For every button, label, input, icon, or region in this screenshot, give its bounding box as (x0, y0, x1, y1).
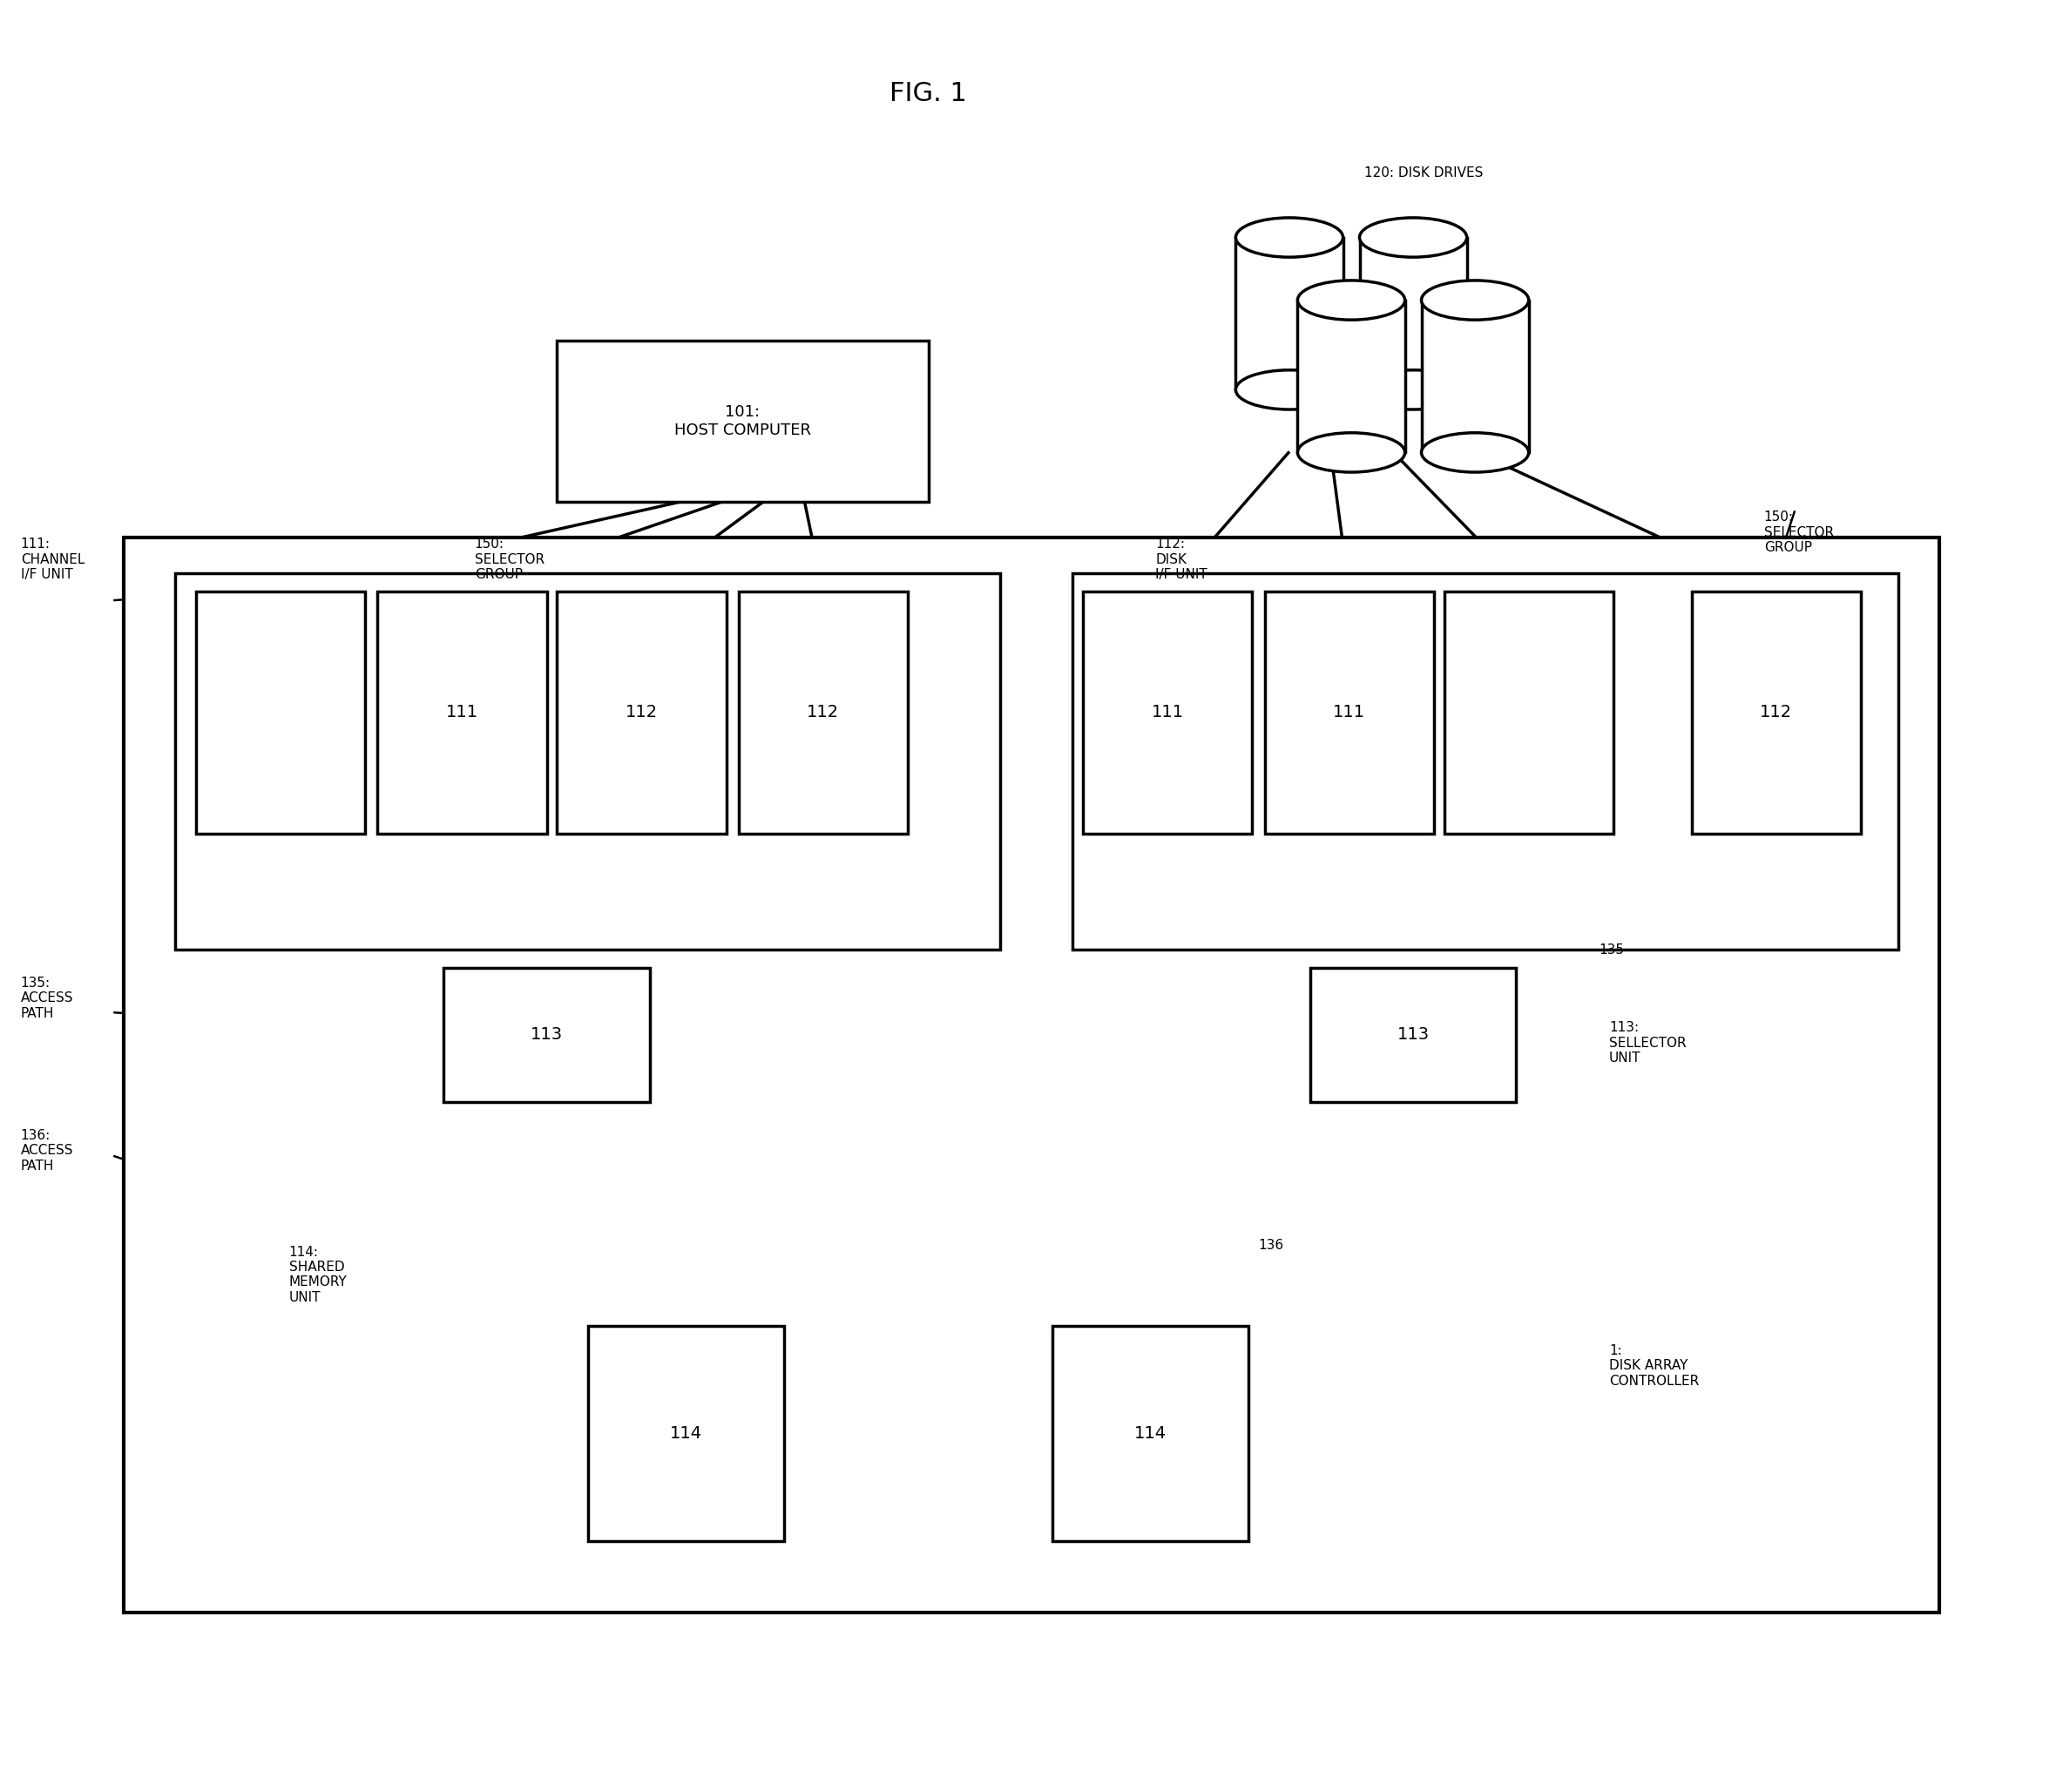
Bar (1298, 301, 1405, 452)
Text: 101:
HOST COMPUTER: 101: HOST COMPUTER (675, 405, 811, 437)
Bar (1421, 301, 1529, 452)
Bar (175, 573, 1001, 950)
Bar (378, 591, 547, 833)
Text: 135:
ACCESS
PATH: 135: ACCESS PATH (21, 977, 74, 1020)
Text: 150:
SELECTOR
GROUP: 150: SELECTOR GROUP (474, 538, 545, 581)
Bar (1265, 591, 1434, 833)
Text: 111: 111 (1151, 704, 1184, 720)
Bar (1310, 968, 1516, 1102)
Bar (1073, 573, 1898, 950)
Text: 112: 112 (807, 704, 840, 720)
Text: 111: 111 (446, 704, 479, 720)
Bar (124, 538, 1939, 1613)
Ellipse shape (1360, 219, 1467, 258)
Text: 111: 111 (1333, 704, 1366, 720)
Text: 112: 112 (1760, 704, 1793, 720)
Bar (444, 968, 650, 1102)
Text: 114: 114 (1135, 1425, 1166, 1443)
Text: 114:
SHARED
MEMORY
UNIT: 114: SHARED MEMORY UNIT (289, 1245, 347, 1305)
Text: 113: 113 (530, 1027, 563, 1043)
Bar (739, 591, 908, 833)
Ellipse shape (1421, 434, 1529, 471)
Text: 120: DISK DRIVES: 120: DISK DRIVES (1364, 167, 1483, 179)
Bar (1083, 591, 1252, 833)
Text: 112:
DISK
I/F UNIT: 112: DISK I/F UNIT (1155, 538, 1207, 581)
Text: 112: 112 (625, 704, 658, 720)
Bar (557, 340, 928, 502)
Ellipse shape (1236, 371, 1343, 410)
Ellipse shape (1236, 219, 1343, 258)
Text: 113: 113 (1397, 1027, 1430, 1043)
Bar (557, 591, 726, 833)
Text: 113:
SELLECTOR
UNIT: 113: SELLECTOR UNIT (1609, 1021, 1685, 1064)
Ellipse shape (1298, 434, 1405, 471)
Text: 135: 135 (1599, 943, 1624, 957)
Bar (1444, 591, 1613, 833)
Ellipse shape (1360, 371, 1467, 410)
Text: 150:
SELECTOR
GROUP: 150: SELECTOR GROUP (1764, 511, 1834, 554)
Bar (1236, 238, 1343, 391)
Bar (1052, 1326, 1248, 1541)
Text: 1:
DISK ARRAY
CONTROLLER: 1: DISK ARRAY CONTROLLER (1609, 1344, 1700, 1387)
Text: 114: 114 (670, 1425, 701, 1443)
Bar (588, 1326, 784, 1541)
Text: FIG. 1: FIG. 1 (889, 81, 968, 106)
Bar (196, 591, 365, 833)
Bar (1692, 591, 1861, 833)
Bar (1360, 238, 1467, 391)
Text: 136:
ACCESS
PATH: 136: ACCESS PATH (21, 1129, 74, 1172)
Ellipse shape (1421, 280, 1529, 319)
Text: 136: 136 (1258, 1238, 1283, 1253)
Text: 111:
CHANNEL
I/F UNIT: 111: CHANNEL I/F UNIT (21, 538, 85, 581)
Ellipse shape (1298, 280, 1405, 319)
